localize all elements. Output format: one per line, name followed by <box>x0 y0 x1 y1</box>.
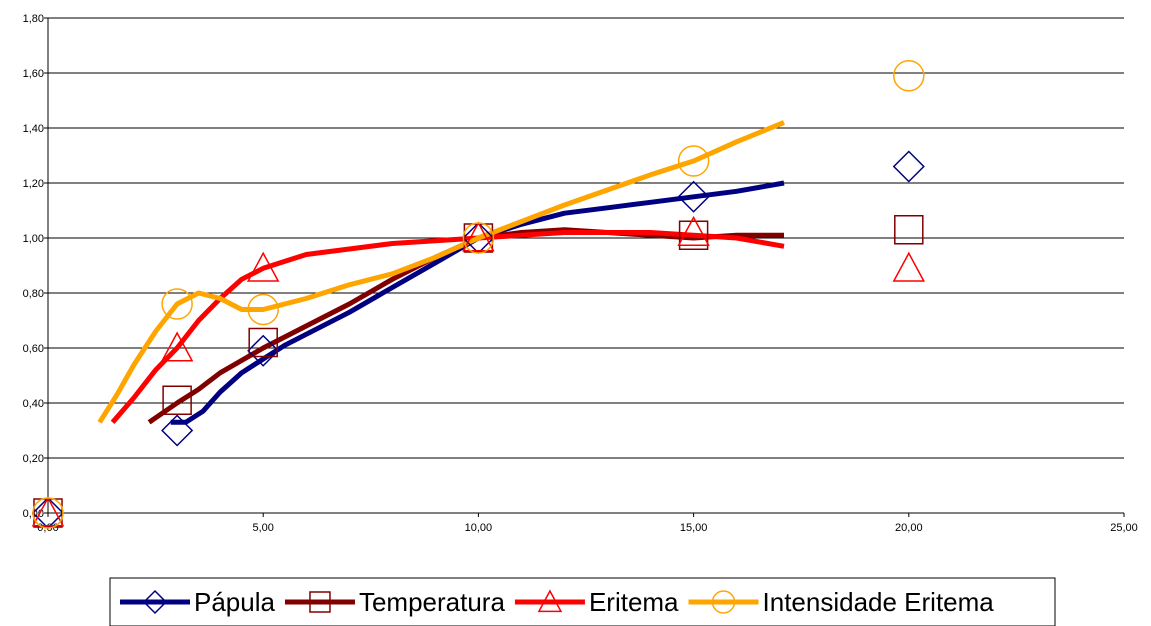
x-tick-label-5: 25,00 <box>1110 522 1138 534</box>
x-tick-label-4: 20,00 <box>895 522 923 534</box>
legend-label-2: Eritema <box>589 587 679 617</box>
data-point-1-4 <box>678 220 709 250</box>
gridlines <box>48 17 1124 459</box>
data-point-0-1 <box>161 414 194 447</box>
data-point-3-4 <box>677 145 710 177</box>
legend-label-1: Temperatura <box>359 587 505 617</box>
data-point-1-2 <box>248 327 278 358</box>
y-tick-label-5: 1,00 <box>23 233 44 245</box>
x-tick-label-3: 15,00 <box>680 522 708 534</box>
legend-marker-0 <box>142 589 168 615</box>
data-point-1-1 <box>162 385 192 415</box>
data-point-3-1 <box>161 288 193 320</box>
trend-line-2 <box>110 230 785 424</box>
legend-marker-3 <box>711 590 736 614</box>
legend: Pápula Temperatura Eritema Intensidade Erit… <box>109 577 1056 626</box>
y-tick-label-4: 0,80 <box>23 288 44 300</box>
data-point-0-2 <box>247 334 280 367</box>
y-tick-label-3: 0,60 <box>23 343 44 355</box>
data-point-1-5 <box>894 215 924 245</box>
y-tick-labels: 0,000,200,400,600,801,001,201,401,601,80 <box>23 13 44 520</box>
x-tick-label-2: 10,00 <box>465 522 493 534</box>
y-tick-label-8: 1,60 <box>23 68 44 80</box>
legend-label-0: Pápula <box>194 587 275 617</box>
data-point-3-0 <box>32 497 64 529</box>
data-point-0-5 <box>892 150 925 183</box>
data-point-2-2 <box>246 251 280 282</box>
y-tick-label-6: 1,20 <box>23 178 44 190</box>
data-point-3-3 <box>462 222 495 254</box>
axes <box>44 17 1125 517</box>
trend-line-3 <box>97 120 785 424</box>
data-point-2-3 <box>462 221 495 252</box>
y-tick-label-1: 0,20 <box>23 453 44 465</box>
data-point-2-4 <box>677 215 710 246</box>
data-point-3-5 <box>893 60 925 92</box>
y-tick-label-2: 0,40 <box>23 398 44 410</box>
trend-line-1 <box>147 227 784 425</box>
trend-lines <box>97 120 785 425</box>
legend-marker-1 <box>309 591 331 613</box>
data-point-3-2 <box>247 293 279 326</box>
x-tick-labels: 0,00 5,00 10,00 15,00 20,00 25,00 <box>37 522 1137 534</box>
trend-line-0 <box>170 180 785 425</box>
data-point-2-5 <box>892 251 926 282</box>
x-tick-label-1: 5,00 <box>252 522 273 534</box>
y-tick-label-9: 1,80 <box>23 13 44 25</box>
legend-marker-2 <box>537 589 563 613</box>
data-markers <box>31 60 926 530</box>
data-point-0-4 <box>677 180 710 213</box>
legend-label-3: Intensidade Eritema <box>763 587 995 617</box>
data-point-2-1 <box>160 331 194 362</box>
y-tick-label-7: 1,40 <box>23 123 44 135</box>
data-point-2-0 <box>31 496 65 527</box>
